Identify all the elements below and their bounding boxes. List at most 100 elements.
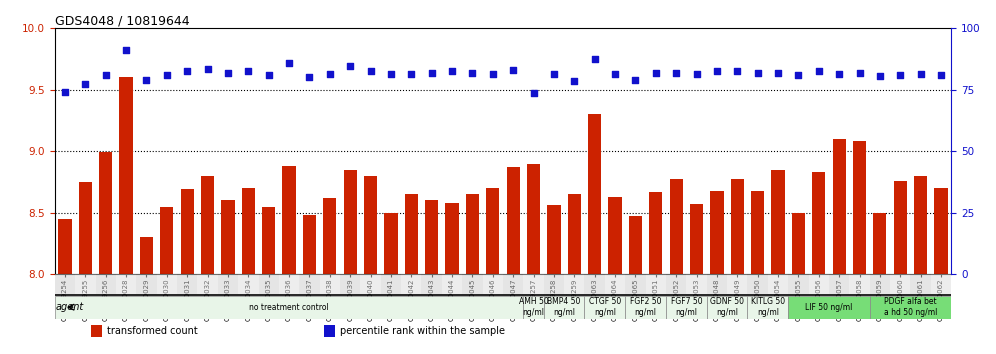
Bar bbox=[279, 274, 299, 294]
Bar bbox=[120, 78, 132, 274]
Bar bbox=[727, 274, 747, 294]
Bar bbox=[238, 274, 259, 294]
Bar bbox=[870, 296, 951, 319]
Text: GDS4048 / 10819644: GDS4048 / 10819644 bbox=[55, 14, 189, 27]
Bar bbox=[201, 176, 214, 274]
Bar bbox=[160, 206, 173, 274]
Bar bbox=[384, 213, 397, 274]
Point bbox=[220, 70, 236, 75]
Bar bbox=[850, 274, 870, 294]
Point bbox=[363, 69, 378, 74]
Bar bbox=[588, 114, 602, 274]
Point bbox=[750, 70, 766, 75]
Point bbox=[831, 71, 847, 76]
Point bbox=[159, 72, 175, 78]
Point bbox=[608, 71, 623, 76]
Bar bbox=[299, 274, 320, 294]
Bar bbox=[625, 296, 666, 319]
Bar bbox=[609, 197, 622, 274]
Text: no treatment control: no treatment control bbox=[249, 303, 329, 312]
Bar bbox=[931, 274, 951, 294]
Bar bbox=[853, 141, 867, 274]
Point bbox=[912, 71, 928, 76]
Point bbox=[199, 66, 215, 72]
Bar bbox=[873, 213, 886, 274]
Point bbox=[526, 91, 542, 96]
Bar bbox=[568, 194, 581, 274]
Bar bbox=[669, 179, 683, 274]
Bar bbox=[666, 274, 686, 294]
Bar bbox=[893, 181, 907, 274]
Bar bbox=[751, 190, 764, 274]
Bar bbox=[527, 164, 540, 274]
Bar bbox=[910, 274, 931, 294]
Point bbox=[729, 69, 745, 74]
Point bbox=[627, 77, 643, 83]
Bar bbox=[628, 216, 642, 274]
Bar bbox=[585, 296, 625, 319]
Point bbox=[647, 70, 663, 75]
Bar bbox=[914, 176, 927, 274]
Bar bbox=[544, 296, 585, 319]
Bar bbox=[156, 274, 177, 294]
Bar bbox=[585, 274, 605, 294]
Point bbox=[791, 72, 807, 78]
Bar bbox=[788, 274, 809, 294]
Bar bbox=[829, 274, 850, 294]
Bar bbox=[79, 182, 92, 274]
Point bbox=[322, 71, 338, 76]
Bar bbox=[380, 274, 401, 294]
Point bbox=[302, 75, 318, 80]
Point bbox=[688, 71, 704, 76]
Bar bbox=[320, 274, 340, 294]
Bar bbox=[421, 274, 442, 294]
Point bbox=[261, 72, 277, 78]
Bar bbox=[649, 192, 662, 274]
Bar bbox=[177, 274, 197, 294]
Text: PDGF alfa bet
a hd 50 ng/ml: PDGF alfa bet a hd 50 ng/ml bbox=[883, 297, 937, 317]
Bar bbox=[486, 188, 499, 274]
Point bbox=[423, 70, 439, 75]
Point bbox=[709, 69, 725, 74]
Bar bbox=[812, 172, 826, 274]
Bar bbox=[180, 189, 194, 274]
Bar bbox=[340, 274, 361, 294]
Bar bbox=[262, 206, 275, 274]
Bar bbox=[523, 274, 544, 294]
Point bbox=[668, 70, 684, 75]
Bar bbox=[136, 274, 156, 294]
Bar bbox=[544, 274, 564, 294]
Text: BMP4 50
ng/ml: BMP4 50 ng/ml bbox=[548, 297, 581, 317]
Bar bbox=[747, 274, 768, 294]
Point bbox=[567, 78, 583, 84]
Bar bbox=[809, 274, 829, 294]
Point bbox=[505, 67, 521, 73]
Point bbox=[546, 71, 562, 76]
Bar bbox=[324, 325, 336, 337]
Point bbox=[119, 47, 134, 53]
Bar bbox=[197, 274, 218, 294]
Bar bbox=[91, 325, 103, 337]
Point bbox=[485, 71, 501, 76]
Point bbox=[403, 71, 419, 76]
Bar bbox=[55, 296, 523, 319]
Bar bbox=[547, 205, 561, 274]
Point bbox=[343, 64, 359, 69]
Point bbox=[811, 69, 827, 74]
Point bbox=[240, 69, 256, 74]
Bar bbox=[361, 274, 380, 294]
Point bbox=[57, 90, 73, 95]
Text: LIF 50 ng/ml: LIF 50 ng/ml bbox=[805, 303, 853, 312]
Bar bbox=[55, 274, 75, 294]
Text: KITLG 50
ng/ml: KITLG 50 ng/ml bbox=[751, 297, 785, 317]
Point bbox=[933, 72, 949, 78]
Bar bbox=[788, 296, 870, 319]
Bar bbox=[466, 194, 479, 274]
Bar bbox=[507, 167, 520, 274]
Bar bbox=[523, 296, 544, 319]
Bar bbox=[221, 200, 235, 274]
Bar bbox=[564, 274, 585, 294]
Text: AMH 50
ng/ml: AMH 50 ng/ml bbox=[519, 297, 549, 317]
Text: FGF2 50
ng/ml: FGF2 50 ng/ml bbox=[629, 297, 661, 317]
Bar bbox=[283, 166, 296, 274]
